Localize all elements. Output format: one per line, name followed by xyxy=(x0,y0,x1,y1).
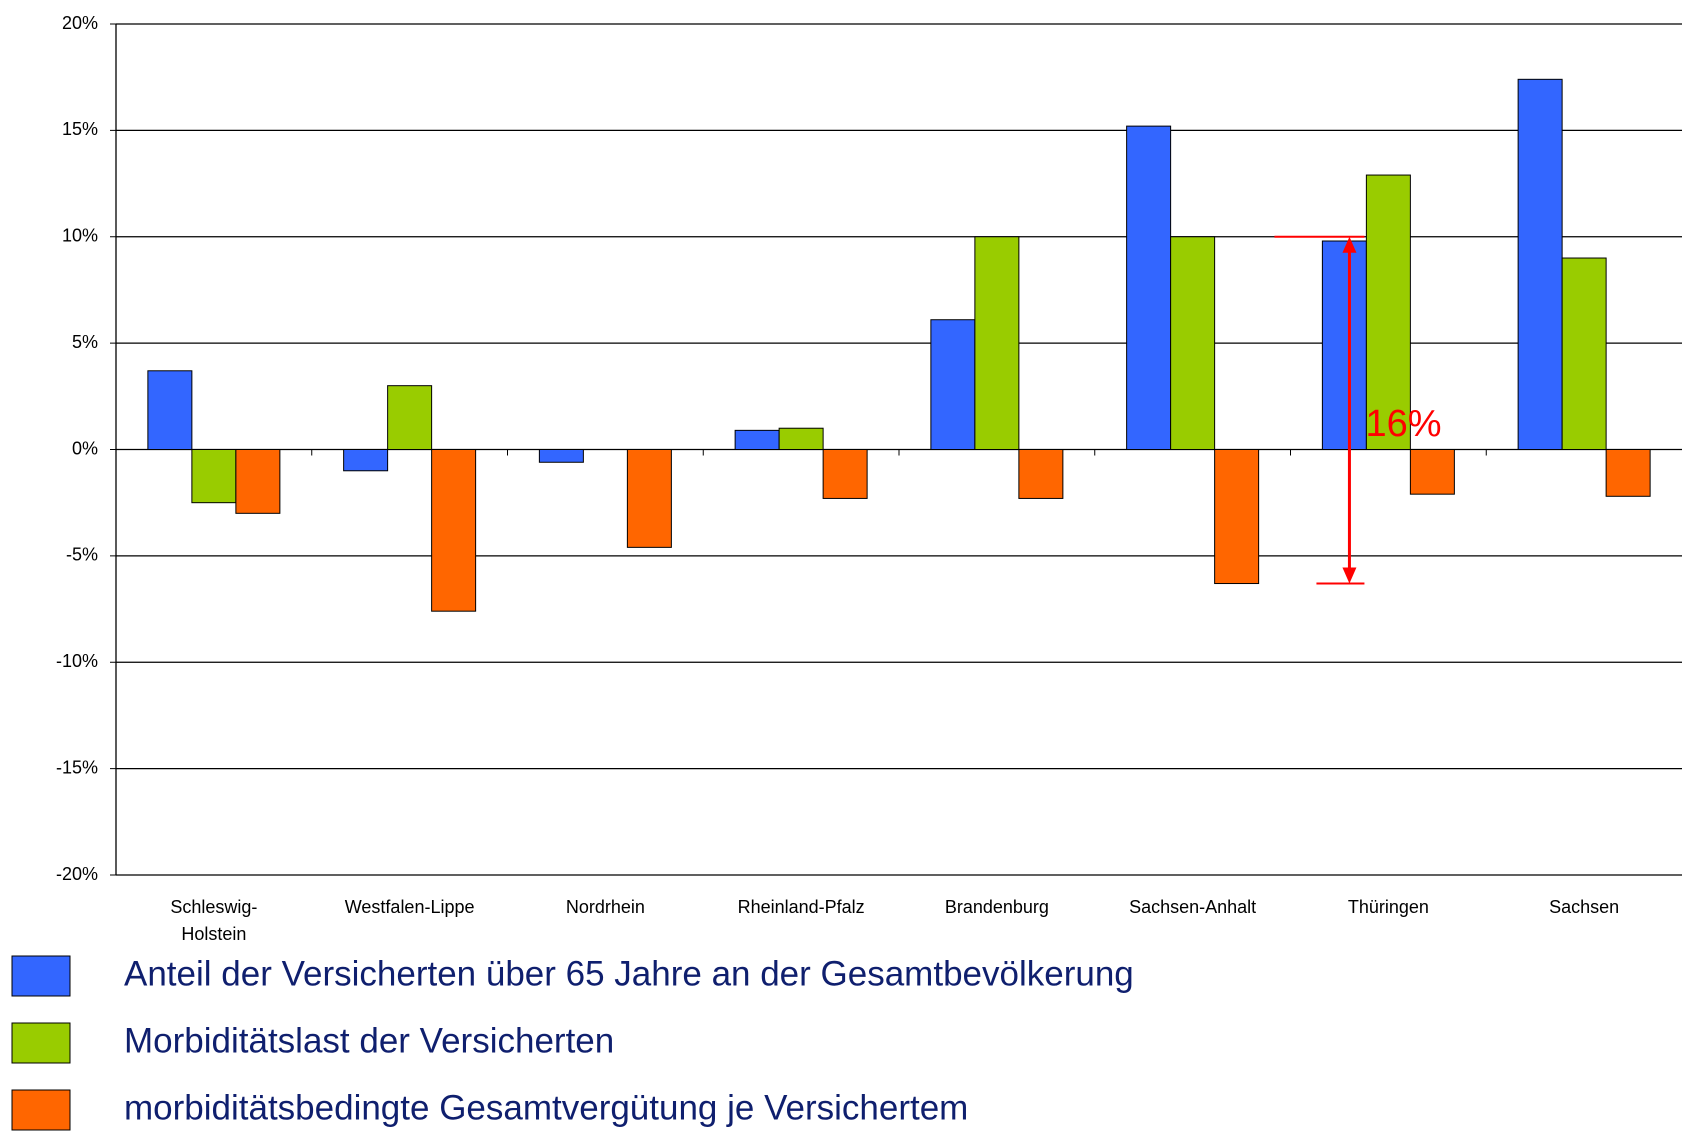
y-tick-label: -15% xyxy=(56,757,98,777)
bar xyxy=(822,449,868,499)
bar xyxy=(1170,236,1216,450)
legend-swatch xyxy=(11,955,71,997)
bar xyxy=(1321,240,1367,450)
x-tick-label: Brandenburg xyxy=(945,897,1049,917)
y-tick-label: -20% xyxy=(56,864,98,884)
bar xyxy=(626,449,672,548)
legend-swatch xyxy=(11,1089,71,1131)
bar xyxy=(1214,449,1260,585)
x-tick-label: Rheinland-Pfalz xyxy=(738,897,865,917)
y-tick-label: 5% xyxy=(72,332,98,352)
bar xyxy=(1126,125,1172,451)
bar xyxy=(734,429,780,451)
legend-label: Anteil der Versicherten über 65 Jahre an… xyxy=(124,954,1134,993)
x-tick-label: Westfalen-Lippe xyxy=(345,897,475,917)
y-tick-label: -10% xyxy=(56,651,98,671)
legend-swatch xyxy=(11,1022,71,1064)
x-tick-label: Sachsen-Anhalt xyxy=(1129,897,1256,917)
bar xyxy=(1517,78,1563,450)
y-tick-label: 10% xyxy=(62,226,98,246)
x-tick-label: Sachsen xyxy=(1549,897,1619,917)
bar xyxy=(538,449,584,463)
arrow-head xyxy=(1342,236,1357,253)
bar xyxy=(343,449,389,472)
bar xyxy=(930,319,976,450)
bar xyxy=(235,449,281,514)
bar xyxy=(1018,449,1064,499)
y-tick-label: 20% xyxy=(62,13,98,33)
bar xyxy=(1561,257,1607,450)
bar xyxy=(1365,174,1411,451)
y-tick-label: 15% xyxy=(62,119,98,139)
x-tick-label: Thüringen xyxy=(1348,897,1429,917)
x-tick-label: Nordrhein xyxy=(566,897,645,917)
x-tick-label: Schleswig-Holstein xyxy=(170,897,257,944)
legend-label: morbiditätsbedingte Gesamtvergütung je V… xyxy=(124,1088,968,1127)
y-tick-label: 0% xyxy=(72,438,98,458)
y-tick-label: -5% xyxy=(66,545,98,565)
bar xyxy=(1409,449,1455,495)
legend-label: Morbiditätslast der Versicherten xyxy=(124,1021,614,1060)
bar xyxy=(431,449,477,612)
bar xyxy=(147,370,193,450)
bar xyxy=(1605,449,1651,497)
arrow-head xyxy=(1342,567,1357,584)
annotation-text: 16% xyxy=(1365,403,1441,445)
bar xyxy=(974,236,1020,450)
bar xyxy=(191,449,237,504)
bar xyxy=(387,385,433,450)
bar xyxy=(778,427,824,451)
